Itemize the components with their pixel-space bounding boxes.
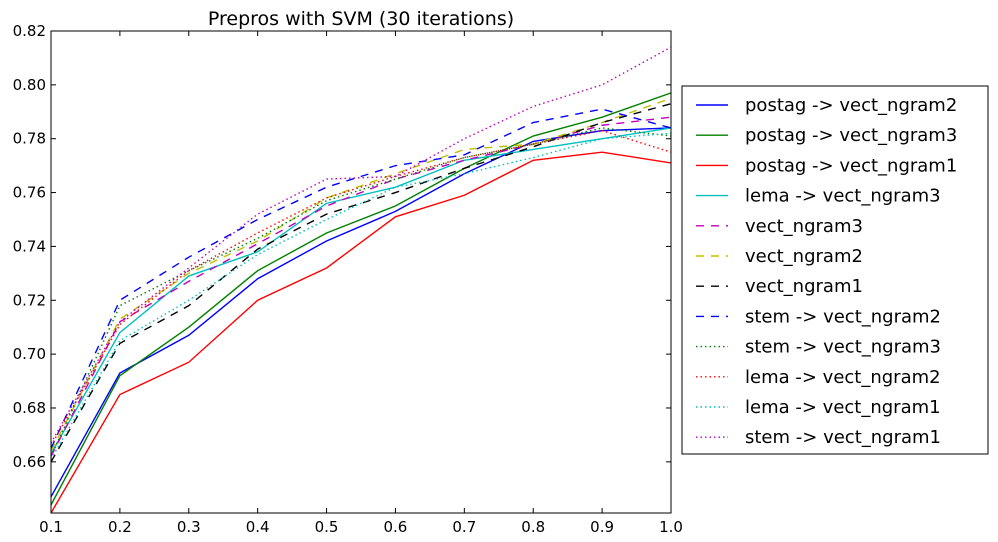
series-line-7 bbox=[51, 108, 671, 449]
legend-label: lema -> vect_ngram3 bbox=[745, 186, 941, 207]
legend-label: postag -> vect_ngram1 bbox=[745, 155, 957, 176]
x-tick-label: 1.0 bbox=[659, 518, 683, 536]
x-tick-label: 0.2 bbox=[108, 518, 132, 536]
legend-label: stem -> vect_ngram3 bbox=[745, 337, 941, 358]
legend-label: vect_ngram1 bbox=[745, 276, 863, 297]
series-line-1 bbox=[51, 92, 671, 506]
legend-frame bbox=[681, 85, 989, 455]
y-tick-label: 0.72 bbox=[13, 291, 46, 309]
series-line-8 bbox=[51, 127, 671, 457]
legend-label: stem -> vect_ngram1 bbox=[745, 427, 941, 448]
series-line-5 bbox=[51, 97, 671, 452]
chart-title: Prepros with SVM (30 iterations) bbox=[208, 8, 514, 30]
series-line-2 bbox=[51, 151, 671, 513]
series-line-10 bbox=[51, 132, 671, 460]
legend-label: vect_ngram3 bbox=[745, 216, 863, 237]
y-tick-label: 0.82 bbox=[13, 22, 46, 40]
series-line-9 bbox=[51, 129, 671, 447]
x-tick-label: 0.3 bbox=[177, 518, 201, 536]
y-tick-label: 0.68 bbox=[13, 399, 46, 417]
legend-label: postag -> vect_ngram3 bbox=[745, 125, 957, 146]
y-tick-label: 0.76 bbox=[13, 184, 46, 202]
plot-area: 0.1 0.2 0.3 0.4 0.5 0.6 0.7 0.8 0.9 1.0 0.66 0.68 0.… bbox=[13, 22, 683, 536]
x-tick-label: 0.4 bbox=[246, 518, 270, 536]
x-tick-label: 0.9 bbox=[590, 518, 614, 536]
y-tick-label: 0.74 bbox=[13, 237, 46, 255]
y-tick-label: 0.70 bbox=[13, 345, 46, 363]
x-tick-label: 0.8 bbox=[521, 518, 545, 536]
series-line-3 bbox=[51, 127, 671, 455]
legend-label: vect_ngram2 bbox=[745, 246, 863, 267]
x-tick-label: 0.6 bbox=[384, 518, 408, 536]
legend-label: lema -> vect_ngram2 bbox=[745, 367, 941, 388]
legend-label: lema -> vect_ngram1 bbox=[745, 397, 941, 418]
y-tick-label: 0.78 bbox=[13, 130, 46, 148]
plot-frame bbox=[50, 30, 672, 514]
x-tick-label: 0.1 bbox=[39, 518, 63, 536]
x-tick-label: 0.5 bbox=[315, 518, 339, 536]
y-tick-label: 0.66 bbox=[13, 453, 46, 471]
series-line-0 bbox=[51, 127, 671, 498]
y-tick-label: 0.80 bbox=[13, 76, 46, 94]
legend-label: stem -> vect_ngram2 bbox=[745, 306, 941, 327]
x-tick-label: 0.7 bbox=[452, 518, 476, 536]
series-line-6 bbox=[51, 103, 671, 463]
legend-label: postag -> vect_ngram2 bbox=[745, 95, 957, 116]
series-line-4 bbox=[51, 116, 671, 457]
